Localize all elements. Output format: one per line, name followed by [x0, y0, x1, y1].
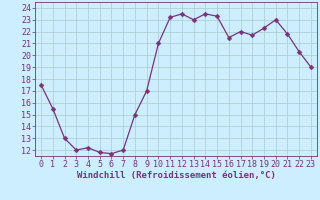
X-axis label: Windchill (Refroidissement éolien,°C): Windchill (Refroidissement éolien,°C) [76, 171, 276, 180]
